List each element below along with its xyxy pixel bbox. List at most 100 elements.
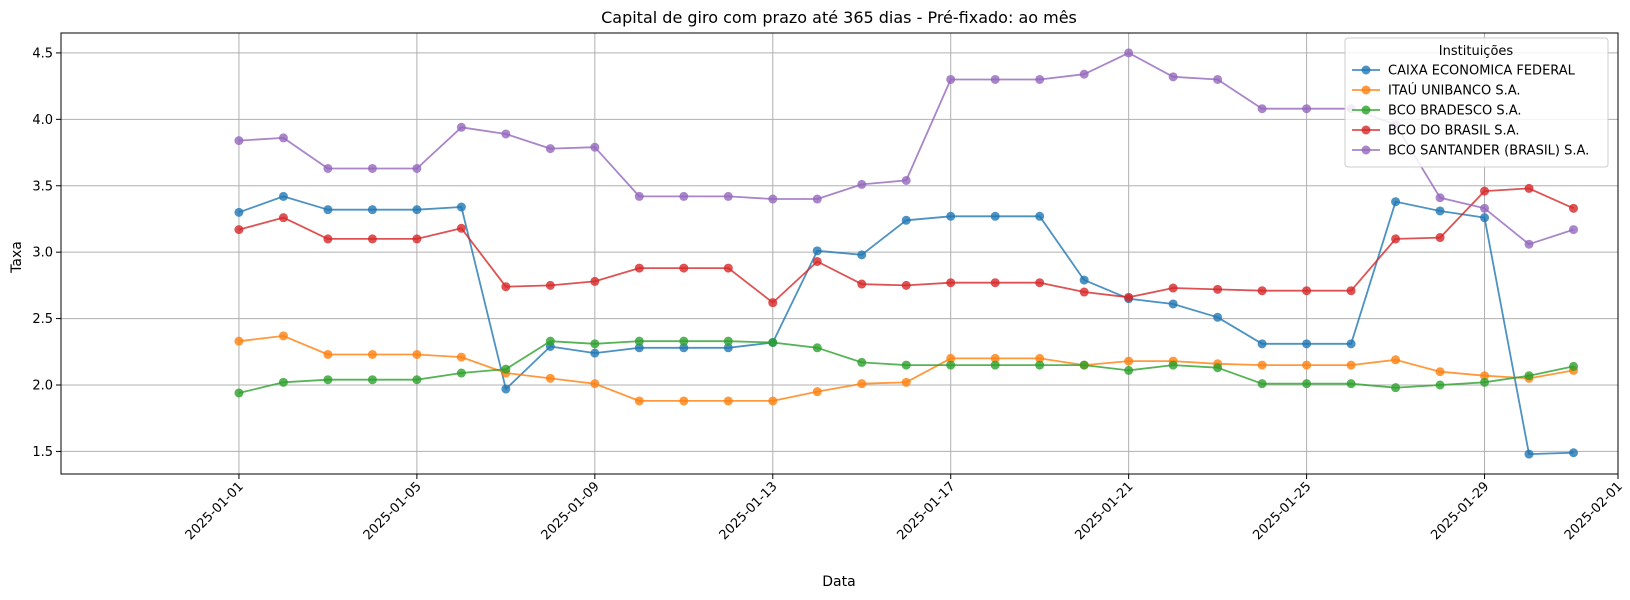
data-point [768,396,778,406]
y-tick-label: 3.0 [32,246,53,261]
series-group [234,331,1579,406]
data-point [812,343,822,353]
data-point [234,136,244,146]
data-point [768,337,778,347]
y-tick-label: 2.0 [32,379,53,394]
data-point [1168,360,1178,370]
data-point [1079,360,1089,370]
data-point [857,379,867,389]
data-point [901,377,911,387]
data-point [1079,275,1089,285]
data-point [723,191,733,201]
data-point [501,384,511,394]
data-point [590,348,600,358]
data-point [1257,286,1267,296]
series-line [238,195,1574,456]
data-point [990,278,1000,288]
y-tick-label: 2.5 [32,312,53,327]
data-point [278,331,288,341]
data-point [278,213,288,223]
data-point [323,375,333,385]
x-tick-label: 2025-01-29 [1428,479,1492,543]
data-point [723,396,733,406]
data-point [946,278,956,288]
data-point [812,256,822,266]
data-point [1480,203,1490,213]
data-point [590,276,600,286]
data-point [901,215,911,225]
data-point [1524,371,1534,381]
data-point [545,336,555,346]
data-point [1391,383,1401,393]
data-point [501,364,511,374]
data-point [1213,74,1223,84]
data-point [1035,353,1045,363]
series-group [234,191,1579,459]
data-point [723,336,733,346]
data-point [1569,203,1579,213]
data-point [234,225,244,235]
data-point [946,211,956,221]
data-point [946,74,956,84]
data-point [412,349,422,359]
data-point [1480,377,1490,387]
data-point [634,191,644,201]
data-point [723,343,733,353]
data-point [1524,449,1534,459]
data-point [812,246,822,256]
data-point [501,129,511,139]
y-tick-label: 3.5 [32,179,53,194]
data-point [679,191,689,201]
data-point [679,396,689,406]
data-point [1480,213,1490,223]
data-point [901,175,911,185]
legend-marker [1361,105,1371,115]
data-point [1124,356,1134,366]
data-point [634,343,644,353]
data-point [679,263,689,273]
data-point [412,234,422,244]
data-point [1524,183,1534,193]
data-point [590,339,600,349]
series-group [234,183,1579,308]
data-point [1124,365,1134,375]
data-point [857,279,867,289]
data-point [1302,360,1312,370]
data-point [990,353,1000,363]
data-point [901,360,911,370]
data-point [946,360,956,370]
data-point [634,263,644,273]
data-point [501,282,511,292]
data-point [367,234,377,244]
y-axis-title: Taxa [9,241,25,274]
legend-title: Instituições [1439,44,1514,59]
data-point [1213,284,1223,294]
data-point [1391,234,1401,244]
data-point [1435,193,1445,203]
legend-label: BCO DO BRASIL S.A. [1388,124,1519,139]
data-point [1257,339,1267,349]
data-point [634,336,644,346]
data-point [1302,339,1312,349]
data-point [1035,211,1045,221]
data-point [412,205,422,215]
y-tick-label: 1.5 [32,445,53,460]
data-point [1569,225,1579,235]
data-point [1302,379,1312,389]
y-tick-label: 4.5 [32,46,53,61]
data-point [1124,292,1134,302]
data-point [1257,379,1267,389]
legend-label: BCO SANTANDER (BRASIL) S.A. [1388,144,1589,159]
data-point [723,263,733,273]
legend-marker [1361,125,1371,135]
data-point [323,205,333,215]
data-point [1346,360,1356,370]
data-point [679,343,689,353]
data-point [1435,367,1445,377]
data-point [545,144,555,154]
data-point [456,202,466,212]
legend-label: ITAÚ UNIBANCO S.A. [1388,83,1521,99]
legend-label: CAIXA ECONOMICA FEDERAL [1388,64,1576,79]
data-point [946,353,956,363]
